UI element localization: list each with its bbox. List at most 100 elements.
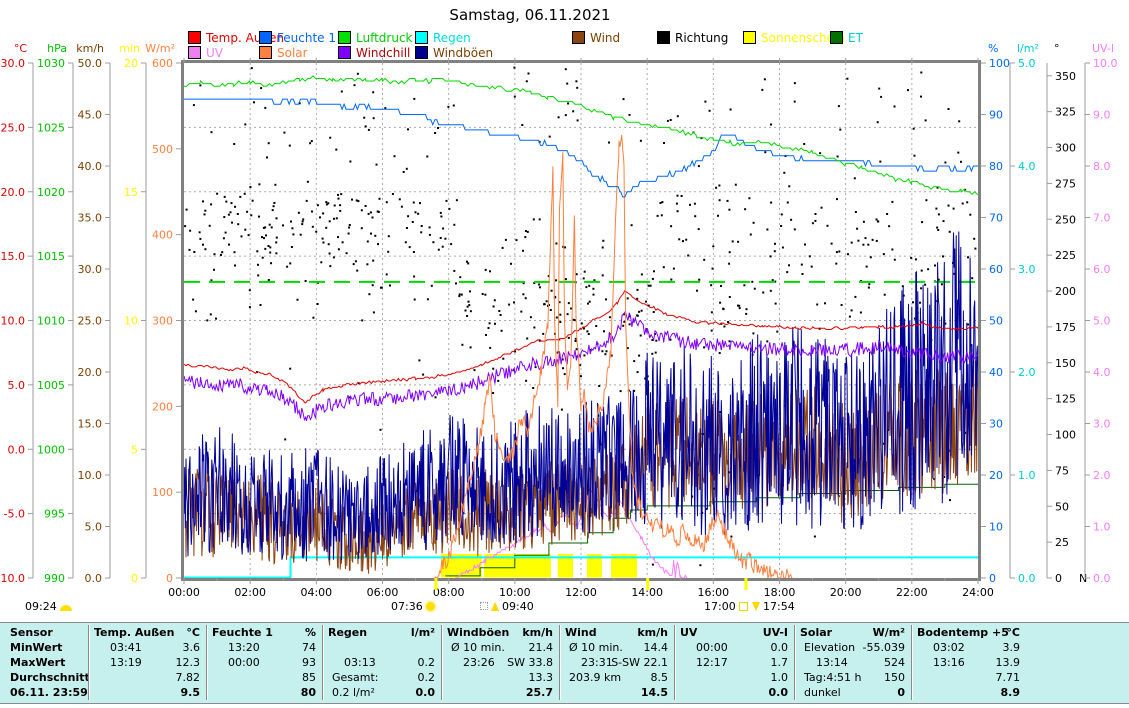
- axis-label: 22:00: [896, 586, 928, 599]
- series-regen: [184, 556, 978, 578]
- astro-time: 17:00: [704, 599, 736, 613]
- axis-label: 5.0: [1093, 315, 1111, 328]
- stat-cell: 80: [300, 686, 316, 699]
- axis-label: 250: [1055, 213, 1076, 226]
- axis-label: 2.0: [1018, 366, 1036, 379]
- stat-cell: 0.2 l/m²: [332, 686, 375, 699]
- stats-table: Sensor MinWert MaxWert Durchschnitt 06.11. 2…: [0, 622, 1129, 704]
- axis-label: 175: [1055, 321, 1076, 334]
- stat-cell: 9.5: [180, 686, 201, 699]
- axis-label: 70: [989, 212, 1003, 225]
- legend-item-feuchte-1: Feuchte 1: [259, 31, 336, 45]
- sunshine-bars: [441, 554, 637, 578]
- astro-time: 09:40: [502, 599, 534, 613]
- axis-label: 0.0: [85, 572, 103, 585]
- axis-label: %: [988, 42, 998, 55]
- axis-label: 300: [1055, 142, 1076, 155]
- legend-item-sonnenschein: Sonnenschein: [743, 31, 845, 45]
- legend-item-windchill: Windchill: [338, 46, 411, 60]
- axis-label: 06:00: [367, 586, 399, 599]
- legend-label: Wind: [590, 31, 621, 45]
- legend-item-wind: Wind: [572, 31, 621, 45]
- stat-cell: Regen: [328, 626, 368, 639]
- axis-label: 20: [989, 469, 1003, 482]
- moonrise-icon: [480, 602, 488, 610]
- axis-label: °: [1054, 42, 1060, 55]
- stat-cell: 13.3: [528, 671, 554, 684]
- stat-cell: Solar: [800, 626, 833, 639]
- astro-annotation: 17:00: [704, 599, 748, 613]
- stat-cell: Bodentemp +5: [917, 626, 1009, 639]
- stat-cell: km/h: [637, 626, 668, 639]
- axis-label: 1010: [37, 315, 65, 328]
- legend-label: Luftdruck: [356, 31, 413, 45]
- series-uv: [455, 487, 688, 578]
- series-luftdruck: [184, 75, 978, 195]
- legend-item-et: ET: [830, 31, 863, 45]
- axis-label: 80: [989, 160, 1003, 173]
- axis-label: 1005: [37, 379, 65, 392]
- legend-swatch-icon: [572, 31, 585, 44]
- table-column-divider: [441, 625, 442, 700]
- legend-label: ET: [848, 31, 863, 45]
- stat-cell: 21.4: [528, 641, 554, 654]
- axis-label: -10.0: [0, 572, 25, 585]
- table-column-divider: [206, 625, 207, 700]
- axis-label: 1030: [37, 57, 65, 70]
- table-column-divider: [674, 625, 675, 700]
- stat-cell: Temp. Außen: [94, 626, 175, 639]
- sun-horizon-icon: [59, 605, 72, 611]
- stat-cell: Sensor: [10, 626, 53, 639]
- axis-label: 100: [989, 57, 1010, 70]
- stat-cell: 03:41: [110, 641, 142, 654]
- axis-label: -5.0: [4, 508, 25, 521]
- axis-label: 40.0: [78, 160, 103, 173]
- axis-label: 3.0: [1093, 418, 1111, 431]
- axis-label: 6.0: [1093, 263, 1111, 276]
- series-solar: [433, 134, 793, 578]
- stat-cell: S-SW 22.1: [611, 656, 668, 669]
- stat-cell: 23:31: [581, 656, 613, 669]
- axis-label: 20.0: [1, 186, 26, 199]
- legend-item-luftdruck: Luftdruck: [338, 31, 413, 45]
- stat-cell: 12:17: [696, 656, 728, 669]
- axis-label: 990: [44, 572, 65, 585]
- axis-label: 1.0: [1018, 469, 1036, 482]
- stat-cell: 13:16: [933, 656, 965, 669]
- axis-label: 5.0: [1018, 57, 1036, 70]
- axis-label: 8.0: [1093, 160, 1111, 173]
- stat-cell: 3.9: [1002, 641, 1021, 654]
- axis-label: 25.0: [1, 121, 26, 134]
- axis-label: 30: [989, 418, 1003, 431]
- axis-label: 20.0: [78, 366, 103, 379]
- legend-label: Windchill: [356, 46, 411, 60]
- axis-label: 225: [1055, 249, 1076, 262]
- legend-item-richtung: Richtung: [657, 31, 728, 45]
- stat-cell: 00:00: [228, 656, 260, 669]
- stat-cell: 25.7: [525, 686, 553, 699]
- axis-label: 200: [152, 400, 173, 413]
- stat-cell: 0.0: [768, 686, 789, 699]
- axis-label: 12:00: [565, 586, 597, 599]
- astro-annotation: 07:36: [391, 599, 435, 613]
- stat-cell: 7.71: [995, 671, 1021, 684]
- axis-label: 9.0: [1093, 109, 1111, 122]
- axis-label: 10.0: [1, 315, 26, 328]
- axis-label: 0.0: [1018, 572, 1036, 585]
- axis-label: 45.0: [78, 109, 103, 122]
- square-icon: [738, 601, 748, 611]
- legend-item-regen: Regen: [415, 31, 471, 45]
- series-temp: [184, 290, 978, 404]
- stat-cell: 8.9: [1000, 686, 1021, 699]
- stat-cell: 8.5: [650, 671, 669, 684]
- axis-label: 7.0: [1093, 212, 1111, 225]
- stat-cell: 13:14: [816, 656, 848, 669]
- sun-event-tick: [434, 578, 438, 590]
- stat-cell: UV: [680, 626, 698, 639]
- table-column-divider-highlight: [89, 625, 90, 700]
- axis-label: 10: [989, 521, 1003, 534]
- axis-label: 15.0: [78, 418, 103, 431]
- stat-cell: 03:02: [933, 641, 965, 654]
- stat-cell: 150: [884, 671, 905, 684]
- axis-label: 100: [152, 486, 173, 499]
